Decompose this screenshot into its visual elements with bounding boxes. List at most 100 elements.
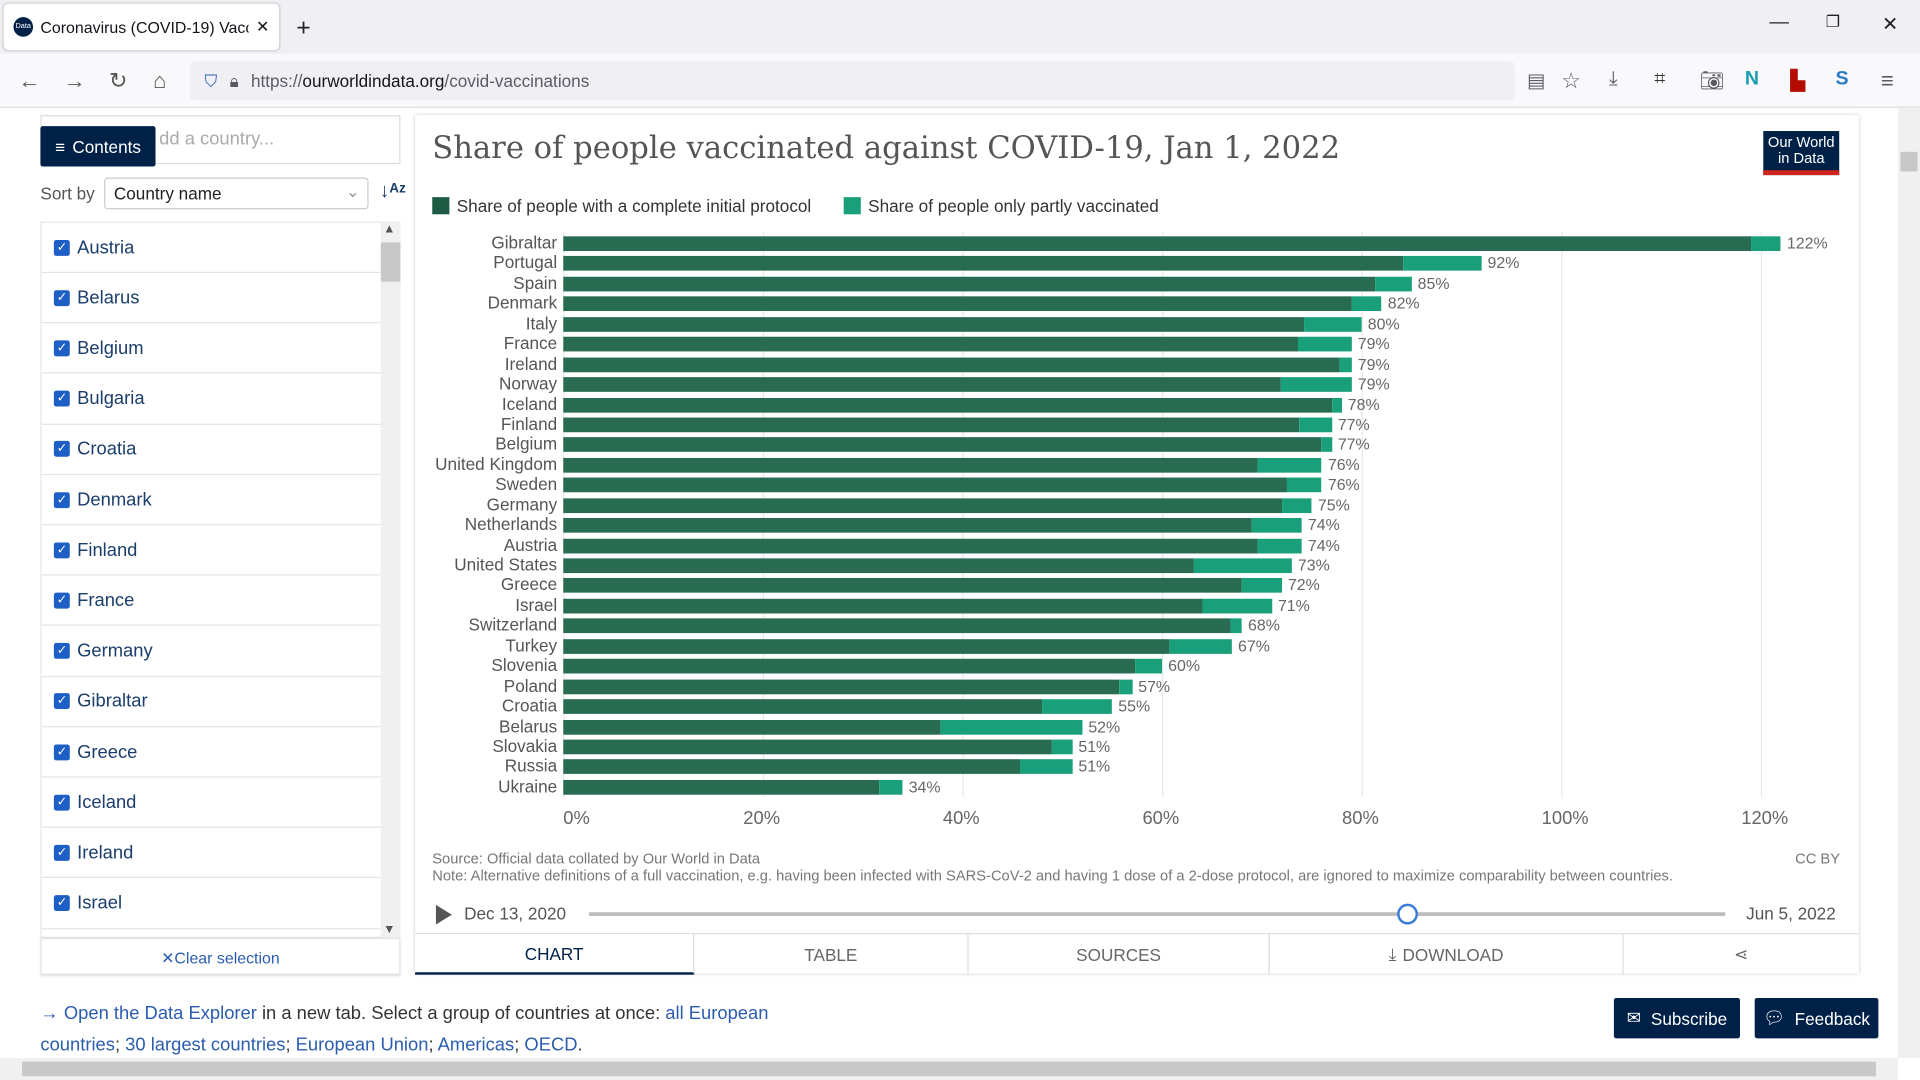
- camera-icon[interactable]: 📷︎: [1699, 71, 1725, 92]
- legend-partial[interactable]: Share of people only partly vaccinated: [843, 196, 1159, 216]
- scroll-down-icon[interactable]: ▼: [383, 923, 396, 937]
- back-icon[interactable]: ←: [18, 68, 41, 94]
- bar-complete[interactable]: [563, 538, 1258, 553]
- bar-partial[interactable]: [1321, 437, 1332, 453]
- bar-complete[interactable]: [563, 336, 1298, 352]
- bar-complete[interactable]: [563, 377, 1281, 392]
- checkbox-checked-icon[interactable]: ✓: [53, 289, 70, 306]
- bar-complete[interactable]: [563, 578, 1242, 594]
- bar-partial[interactable]: [1303, 316, 1362, 332]
- bar-complete[interactable]: [563, 679, 1120, 694]
- checkbox-checked-icon[interactable]: ✓: [53, 239, 70, 256]
- close-tab-icon[interactable]: ✕: [256, 17, 270, 36]
- bar-complete[interactable]: [563, 256, 1404, 272]
- country-list-item[interactable]: ✓ Belarus: [41, 273, 383, 324]
- bar-partial[interactable]: [1042, 699, 1113, 715]
- close-window-button[interactable]: ✕: [1882, 14, 1899, 36]
- bar-partial[interactable]: [1119, 679, 1133, 694]
- horizontal-scrollbar-thumb[interactable]: [22, 1061, 1876, 1077]
- bar-complete[interactable]: [563, 618, 1231, 634]
- bar-complete[interactable]: [563, 699, 1043, 715]
- country-list-item[interactable]: ✓ Greece: [41, 727, 383, 778]
- checkbox-checked-icon[interactable]: ✓: [53, 592, 70, 609]
- tab-download[interactable]: ⤓ DOWNLOAD: [1270, 934, 1624, 975]
- bar-complete[interactable]: [563, 719, 941, 735]
- bar-complete[interactable]: [563, 659, 1136, 674]
- bar-partial[interactable]: [1281, 498, 1312, 513]
- link-european[interactable]: all European countries: [40, 1002, 769, 1056]
- country-list-item[interactable]: ✓ Germany: [41, 626, 383, 677]
- bar-partial[interactable]: [879, 779, 903, 795]
- bar-complete[interactable]: [563, 236, 1751, 252]
- bar-partial[interactable]: [1374, 276, 1412, 292]
- bar-complete[interactable]: [563, 477, 1287, 493]
- tab-chart[interactable]: CHART: [415, 934, 695, 975]
- country-list-item[interactable]: ✓ Finland: [41, 526, 383, 576]
- bar-complete[interactable]: [563, 397, 1332, 413]
- sort-order-icon[interactable]: ↓ᴬᶻ: [379, 181, 406, 203]
- bar-partial[interactable]: [1135, 659, 1163, 674]
- feedback-button[interactable]: 💬︎ Feedback: [1754, 997, 1879, 1039]
- bar-complete[interactable]: [563, 357, 1340, 372]
- bar-partial[interactable]: [1052, 739, 1073, 755]
- crop-icon[interactable]: ⌗: [1654, 68, 1666, 90]
- checkbox-checked-icon[interactable]: ✓: [53, 895, 70, 912]
- country-list-item[interactable]: ✓ Denmark: [41, 475, 383, 526]
- home-icon[interactable]: ⌂: [153, 68, 167, 94]
- bar-complete[interactable]: [563, 276, 1375, 292]
- play-icon[interactable]: [435, 904, 452, 925]
- new-tab-button[interactable]: +: [296, 14, 311, 42]
- bar-partial[interactable]: [1750, 236, 1781, 252]
- country-list-item[interactable]: ✓ Iceland: [41, 778, 383, 828]
- checkbox-checked-icon[interactable]: ✓: [53, 642, 70, 659]
- timeline-slider[interactable]: [588, 912, 1726, 916]
- bar-partial[interactable]: [940, 719, 1083, 735]
- extension-s-icon[interactable]: S: [1835, 68, 1849, 90]
- sort-select[interactable]: Country name ⌄: [104, 177, 369, 210]
- checkbox-checked-icon[interactable]: ✓: [53, 340, 70, 357]
- legend-complete[interactable]: Share of people with a complete initial …: [432, 196, 811, 216]
- subscribe-button[interactable]: ✉ Subscribe: [1613, 997, 1741, 1039]
- bar-partial[interactable]: [1280, 377, 1352, 392]
- minimize-button[interactable]: —: [1769, 12, 1789, 34]
- bar-complete[interactable]: [563, 316, 1304, 332]
- bar-complete[interactable]: [563, 417, 1299, 433]
- page-scrollbar[interactable]: [1897, 107, 1920, 1058]
- restore-button[interactable]: ❐: [1825, 12, 1841, 31]
- bar-partial[interactable]: [1193, 558, 1292, 574]
- bar-partial[interactable]: [1169, 638, 1232, 654]
- list-scrollbar[interactable]: [380, 221, 401, 938]
- bar-complete[interactable]: [563, 457, 1258, 473]
- bar-complete[interactable]: [563, 518, 1252, 533]
- bar-partial[interactable]: [1257, 457, 1322, 473]
- checkbox-checked-icon[interactable]: ✓: [53, 844, 70, 861]
- clear-selection-button[interactable]: ✕Clear selection: [40, 937, 401, 975]
- checkbox-checked-icon[interactable]: ✓: [53, 441, 70, 458]
- checkbox-checked-icon[interactable]: ✓: [53, 390, 70, 407]
- bar-complete[interactable]: [563, 779, 880, 795]
- page-scrollbar-thumb[interactable]: [1900, 151, 1918, 172]
- bar-complete[interactable]: [563, 739, 1053, 755]
- country-list-item[interactable]: ✓ Austria: [41, 223, 383, 274]
- bar-partial[interactable]: [1230, 618, 1242, 634]
- tab-sources[interactable]: SOURCES: [969, 934, 1270, 975]
- link-eu[interactable]: European Union: [295, 1034, 429, 1056]
- checkbox-checked-icon[interactable]: ✓: [53, 491, 70, 508]
- reader-view-icon[interactable]: ▤: [1526, 71, 1546, 92]
- link-30-largest[interactable]: 30 largest countries: [125, 1034, 286, 1056]
- share-button[interactable]: ⋖: [1624, 934, 1859, 974]
- bar-partial[interactable]: [1403, 256, 1482, 272]
- bar-partial[interactable]: [1257, 538, 1302, 553]
- checkbox-checked-icon[interactable]: ✓: [53, 794, 70, 811]
- forward-icon[interactable]: →: [63, 68, 86, 94]
- bar-complete[interactable]: [563, 558, 1194, 574]
- bar-partial[interactable]: [1298, 417, 1332, 433]
- bar-partial[interactable]: [1241, 578, 1282, 594]
- extension-n-icon[interactable]: N: [1744, 68, 1760, 90]
- link-americas[interactable]: Americas: [437, 1034, 515, 1056]
- country-list-item[interactable]: ✓ Israel: [41, 879, 383, 929]
- reload-icon[interactable]: ↻: [108, 68, 128, 94]
- list-scrollbar-thumb[interactable]: [380, 242, 401, 282]
- country-list-item[interactable]: ✓ Ireland: [41, 828, 383, 879]
- bookmark-star-icon[interactable]: ☆: [1561, 68, 1582, 94]
